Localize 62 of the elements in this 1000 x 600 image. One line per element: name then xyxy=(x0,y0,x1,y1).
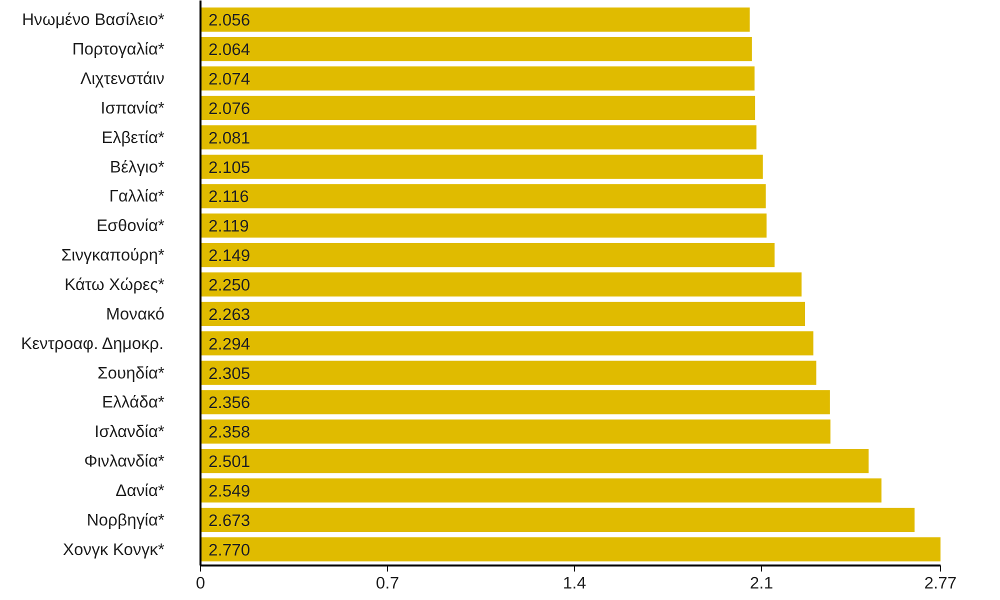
data-label: 2.263 xyxy=(208,304,250,324)
x-tick-label: 0 xyxy=(196,574,206,592)
data-label: 2.149 xyxy=(208,246,250,266)
bar xyxy=(200,448,869,474)
bar xyxy=(200,331,814,356)
y-tick-label: Πορτογαλία* xyxy=(72,40,166,59)
y-tick-label: Χονγκ Κονγκ* xyxy=(62,540,166,559)
y-tick-label: Βέλγιο* xyxy=(110,157,166,176)
data-label: 2.105 xyxy=(208,158,250,177)
data-label: 2.673 xyxy=(208,510,250,530)
bar xyxy=(200,360,816,385)
y-tick-label: Ισλανδία* xyxy=(94,422,166,442)
y-tick-label: Λιχτενστάιν xyxy=(80,68,165,88)
data-label: 2.056 xyxy=(208,10,250,30)
data-label: 2.250 xyxy=(208,275,250,294)
bar xyxy=(200,36,752,62)
data-label: 2.770 xyxy=(208,540,250,560)
data-label: 2.116 xyxy=(208,187,249,206)
y-tick-label: Ελλάδα* xyxy=(102,392,166,412)
y-tick-label: Νορβηγία* xyxy=(86,510,166,530)
data-label: 2.064 xyxy=(208,40,250,60)
bar xyxy=(200,242,775,268)
bar xyxy=(200,8,750,32)
bar xyxy=(200,154,763,179)
data-label: 2.305 xyxy=(208,364,250,383)
y-tick-label: Φινλανδία* xyxy=(84,452,166,471)
x-tick-label: 0.7 xyxy=(376,574,400,592)
bar xyxy=(200,420,830,444)
bar xyxy=(200,478,882,503)
y-tick-label: Ισπανία* xyxy=(100,98,166,118)
y-tick-label: Γαλλία* xyxy=(109,186,166,206)
data-label: 2.549 xyxy=(208,481,250,500)
y-tick-label: Κάτω Χώρες* xyxy=(64,274,166,294)
data-label: 2.356 xyxy=(208,393,250,412)
bar xyxy=(200,214,767,238)
bar xyxy=(200,302,806,326)
bar xyxy=(200,125,756,150)
bar xyxy=(200,537,940,562)
data-label: 2.076 xyxy=(208,98,250,118)
bar xyxy=(200,508,915,532)
x-tick-label: 2.77 xyxy=(924,574,957,592)
bar xyxy=(200,390,830,414)
y-tick-label: Ηνωμένο Βασίλειο* xyxy=(22,10,166,30)
bar xyxy=(200,184,766,208)
x-tick-label: 1.4 xyxy=(562,574,586,592)
y-tick-label: Εσθονία* xyxy=(96,216,166,236)
y-tick-label: Σινγκαπούρη* xyxy=(61,246,166,265)
bar xyxy=(200,272,802,297)
x-tick-label: 2.1 xyxy=(750,574,774,592)
y-tick-label: Κεντροαφ. Δημοκρ. xyxy=(20,334,164,353)
data-label: 2.081 xyxy=(208,128,250,148)
bar xyxy=(200,96,756,120)
data-label: 2.501 xyxy=(208,452,250,472)
y-tick-label: Μονακό xyxy=(106,304,164,324)
data-label: 2.358 xyxy=(208,422,250,442)
y-tick-label: Σουηδία* xyxy=(97,363,166,382)
y-tick-label: Δανία* xyxy=(116,480,166,500)
data-label: 2.074 xyxy=(208,69,250,88)
y-tick-label: Ελβετία* xyxy=(102,128,166,147)
bar xyxy=(200,66,755,91)
data-label: 2.119 xyxy=(208,216,249,236)
data-label: 2.294 xyxy=(208,334,250,354)
